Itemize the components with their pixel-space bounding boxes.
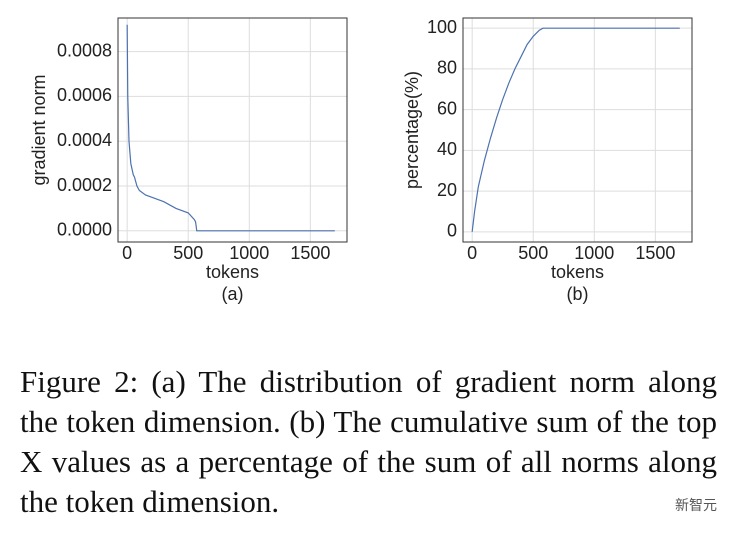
x-tick-label: 500 — [173, 243, 203, 263]
subcaption: (a) — [222, 284, 244, 304]
y-tick-label: 0.0000 — [57, 220, 112, 240]
y-tick-label: 60 — [437, 98, 457, 118]
y-axis-label: gradient norm — [29, 74, 49, 185]
y-tick-label: 0.0004 — [57, 130, 112, 150]
x-tick-label: 1500 — [635, 243, 675, 263]
y-tick-label: 80 — [437, 58, 457, 78]
plot-frame — [117, 17, 348, 243]
x-tick-label: 1000 — [574, 243, 614, 263]
y-tick-label: 0.0008 — [57, 40, 112, 60]
x-axis-label: tokens — [206, 262, 259, 282]
x-tick-label: 0 — [122, 243, 132, 263]
subcaption: (b) — [567, 284, 589, 304]
y-axis-label: percentage(%) — [402, 71, 422, 189]
y-tick-label: 20 — [437, 180, 457, 200]
data-line — [126, 24, 335, 232]
y-tick-label: 0.0002 — [57, 175, 112, 195]
x-tick-label: 500 — [518, 243, 548, 263]
data-line — [471, 27, 680, 232]
y-tick-label: 0.0006 — [57, 85, 112, 105]
caption: Figure 2: (a) The distribution of gradie… — [20, 364, 717, 519]
x-axis-label: tokens — [551, 262, 604, 282]
y-tick-label: 100 — [427, 17, 457, 37]
x-tick-label: 1500 — [290, 243, 330, 263]
y-tick-label: 40 — [437, 139, 457, 159]
x-tick-label: 1000 — [229, 243, 269, 263]
y-tick-label: 0 — [447, 221, 457, 241]
x-tick-label: 0 — [467, 243, 477, 263]
watermark: 新智元 — [675, 498, 717, 514]
plot-frame — [462, 17, 693, 243]
